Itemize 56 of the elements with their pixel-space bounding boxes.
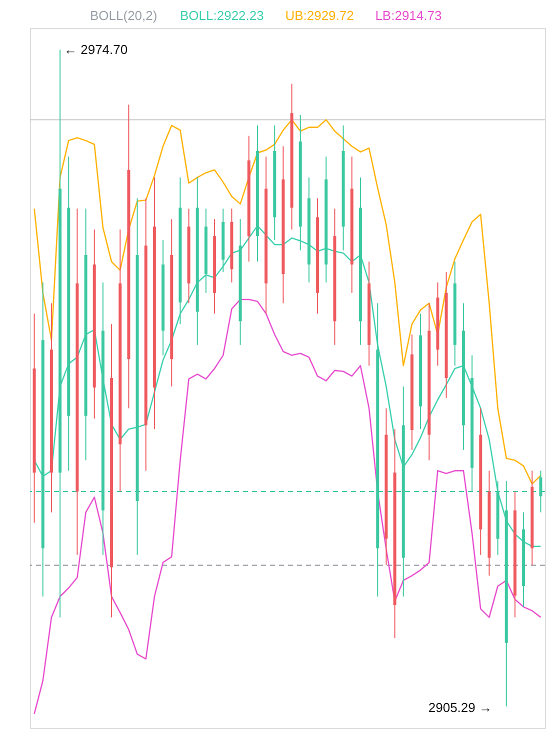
candlestick <box>479 408 482 556</box>
candlestick <box>384 408 388 566</box>
annotation: ← 2974.70 <box>64 42 128 57</box>
candlestick <box>204 208 208 294</box>
candlestick <box>393 428 396 639</box>
candlestick <box>110 324 114 618</box>
candlestick <box>32 313 36 524</box>
candlestick <box>152 176 156 430</box>
candlestick <box>264 156 268 314</box>
candlestick <box>282 146 285 304</box>
candlestick <box>50 302 53 513</box>
candlestick <box>162 239 165 356</box>
candlestick <box>247 135 250 262</box>
candlestick <box>84 208 88 461</box>
annotation: 2905.29 → <box>428 700 492 715</box>
candlestick <box>428 302 431 461</box>
candlestick <box>410 334 414 450</box>
candlestick <box>144 198 148 472</box>
candlestick <box>273 124 276 240</box>
candlestick <box>436 282 440 366</box>
candlestick <box>419 313 422 430</box>
candlestick <box>342 124 345 251</box>
candlestick <box>67 156 70 472</box>
candlestick <box>350 156 354 294</box>
candlestick <box>92 228 96 420</box>
candlestick <box>213 218 216 314</box>
candlestick <box>222 208 225 273</box>
candlestick <box>444 272 448 398</box>
text: UB:2929.72 <box>285 8 354 23</box>
candlestick <box>196 176 199 346</box>
text: BOLL:2922.23 <box>180 8 264 23</box>
candlestick <box>453 261 456 366</box>
candlestick <box>307 176 310 283</box>
candlestick <box>118 228 122 492</box>
candlestick <box>238 218 242 346</box>
candlestick <box>368 261 371 366</box>
candlestick <box>324 156 328 283</box>
candlestick <box>522 512 526 608</box>
candlestick <box>127 104 130 409</box>
candlestick <box>358 176 362 346</box>
candlestick <box>316 198 320 314</box>
candlestick <box>462 302 465 450</box>
candlestick <box>187 208 190 304</box>
candlestick <box>230 208 234 283</box>
candlestick <box>488 470 491 576</box>
candlestick <box>298 114 302 251</box>
text: LB:2914.73 <box>375 8 442 23</box>
candlestick <box>333 208 336 346</box>
candlestick <box>513 491 516 618</box>
candlestick <box>178 176 182 325</box>
legend-title: BOLL(20,2) <box>90 8 158 23</box>
candlestick <box>256 124 259 262</box>
candlestick <box>170 218 174 388</box>
candlestick <box>290 83 294 230</box>
candlestick <box>530 470 534 566</box>
candlestick <box>76 208 79 556</box>
